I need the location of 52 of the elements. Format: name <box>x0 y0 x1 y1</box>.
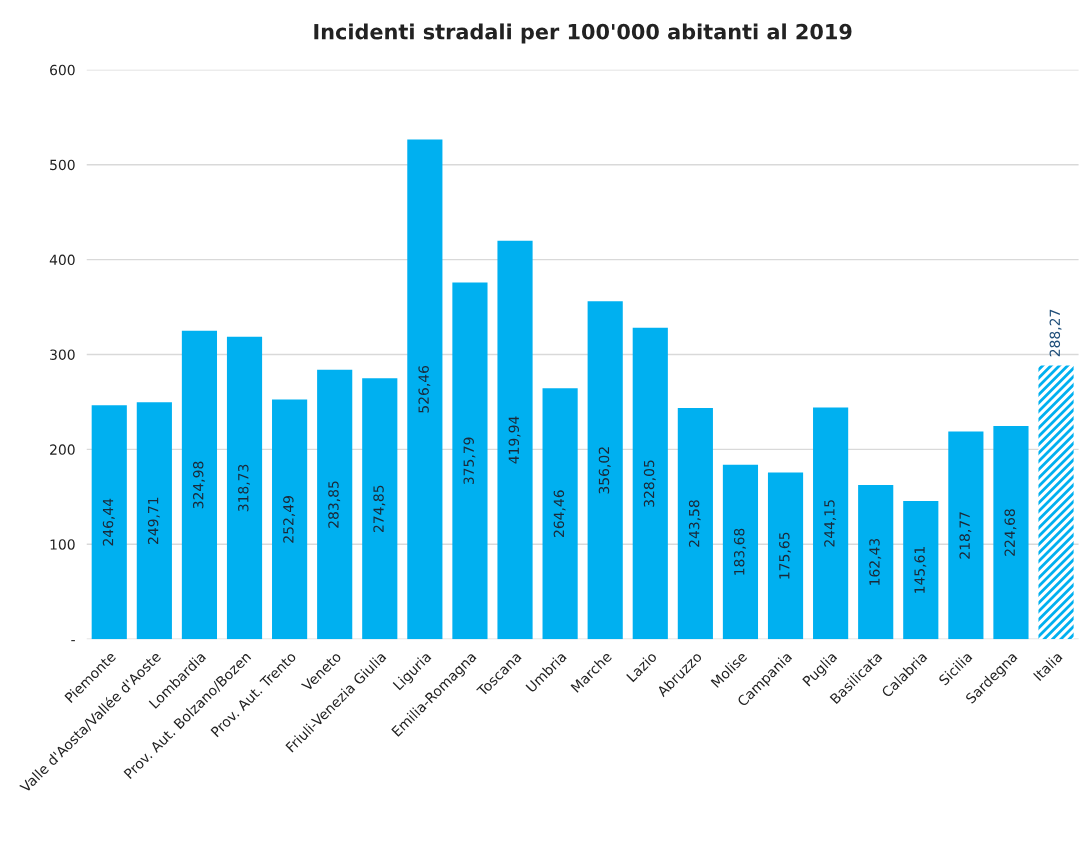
data-label: 175,65 <box>779 532 791 579</box>
bar <box>317 369 353 640</box>
bar <box>993 425 1029 640</box>
y-tick-label: 600 <box>50 64 75 76</box>
bar <box>226 336 263 640</box>
bar <box>813 407 849 640</box>
bar <box>722 464 759 640</box>
bar <box>181 330 218 640</box>
data-label: 224,68 <box>1004 509 1017 556</box>
bar <box>91 405 127 640</box>
bar <box>948 431 984 640</box>
bar <box>407 139 443 640</box>
data-label: 274,85 <box>373 485 386 533</box>
bar <box>452 282 488 640</box>
y-tick-label: 300 <box>50 349 75 360</box>
data-label: 283,85 <box>328 481 341 528</box>
y-tick-label: 500 <box>50 159 75 171</box>
y-tick-label: - <box>71 640 75 642</box>
bar <box>677 408 713 640</box>
data-label: 183,68 <box>733 528 746 575</box>
bar <box>858 485 894 640</box>
bar <box>632 327 668 640</box>
data-label: 288,27 <box>1049 309 1062 357</box>
data-label: 145,61 <box>914 547 927 593</box>
data-label: 526,46 <box>418 365 431 413</box>
bar <box>272 399 308 640</box>
data-label: 328,05 <box>643 460 656 507</box>
bar <box>136 402 172 640</box>
bar <box>587 301 623 640</box>
y-tick-label: 400 <box>49 254 75 266</box>
bar <box>767 472 804 640</box>
bar <box>497 240 533 640</box>
data-label: 419,94 <box>508 416 521 464</box>
data-label: 162,43 <box>869 538 882 585</box>
data-label: 375,79 <box>463 437 476 485</box>
data-label: 356,02 <box>598 447 611 494</box>
data-label: 218,77 <box>959 512 972 559</box>
data-label: 264,46 <box>553 490 566 537</box>
y-tick-label: 200 <box>50 444 75 455</box>
data-label: 244,15 <box>824 500 837 547</box>
bar <box>362 378 398 640</box>
data-label: 324,98 <box>192 461 205 509</box>
bar <box>903 500 939 640</box>
data-label: 246,44 <box>102 498 115 546</box>
y-tick-label: 100 <box>50 539 75 550</box>
data-label: 249,71 <box>147 497 160 544</box>
bar <box>542 388 578 640</box>
chart-title: Incidenti stradali per 100'000 abitanti al 2019 <box>314 23 852 44</box>
bar <box>1038 365 1074 640</box>
data-label: 243,58 <box>688 500 701 547</box>
data-label: 252,49 <box>283 496 296 543</box>
data-label: 318,73 <box>238 464 250 512</box>
